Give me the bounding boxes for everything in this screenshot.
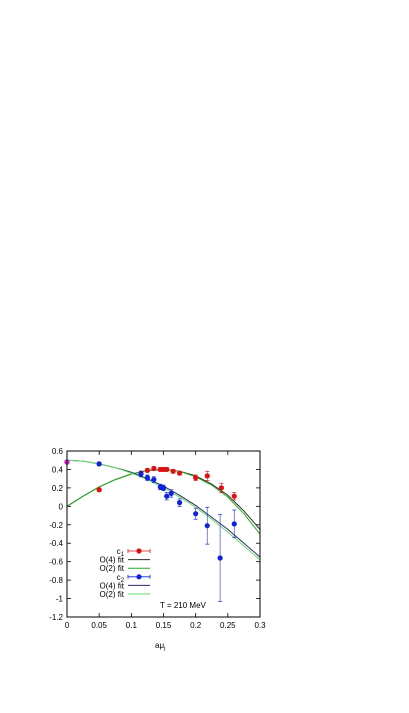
x-axis-label-sub: l [164, 647, 165, 653]
legend-label: c1 [117, 547, 125, 558]
y-tick-label: -1 [56, 595, 64, 604]
x-tick-label: 0.3 [254, 621, 266, 630]
legend-label: O(4) fit [100, 581, 125, 590]
data-point [204, 523, 210, 529]
data-point [218, 485, 224, 491]
data-point [231, 521, 237, 527]
data-point [170, 468, 176, 474]
data-point [193, 511, 199, 517]
data-point [138, 471, 144, 477]
data-point [193, 475, 199, 481]
y-tick-label: 0 [59, 502, 64, 511]
legend-label-main: O(4) fit [100, 556, 125, 565]
data-point [144, 475, 151, 481]
data-point [168, 490, 174, 497]
y-tick-label: 0.4 [52, 465, 64, 474]
data-point [144, 467, 151, 473]
legend-label-main: O(4) fit [100, 581, 125, 590]
data-point [151, 476, 157, 483]
legend-label: O(2) fit [100, 564, 125, 573]
data-point [164, 493, 170, 499]
x-axis-label: aμl [155, 641, 165, 653]
x-tick-label: 0 [65, 621, 70, 630]
x-tick-label: 0.25 [220, 621, 236, 630]
legend-label-sub: 2 [121, 578, 125, 584]
legend-label: c2 [117, 573, 125, 584]
x-tick-label: 0.15 [156, 621, 172, 630]
legend-label: O(4) fit [100, 556, 125, 565]
x-tick-label: 0.05 [91, 621, 107, 630]
x-tick-label: 0.1 [126, 621, 138, 630]
legend-label-main: O(2) fit [100, 564, 125, 573]
legend-label-main: c [117, 547, 121, 556]
legend-point-symbol [136, 574, 142, 580]
data-point [176, 500, 183, 506]
legend-label-sub: 1 [121, 552, 125, 558]
data-point [96, 487, 102, 493]
x-tick-label: 0.2 [190, 621, 202, 630]
plot-frame [66, 450, 261, 618]
data-point [217, 555, 223, 561]
data-point [231, 493, 237, 499]
legend-label-main: c [117, 573, 121, 582]
data-point [96, 461, 102, 467]
legend-point-symbol [136, 548, 142, 554]
data-point [160, 485, 167, 491]
legend-label: O(2) fit [100, 590, 125, 599]
data-point [151, 465, 157, 472]
data-point [204, 473, 210, 479]
fit-line-series-4 [67, 459, 260, 558]
y-tick-label: -0.6 [49, 558, 63, 567]
fit-line-series-5 [67, 459, 260, 561]
chart-annotation: T = 210 MeV [160, 601, 207, 610]
x-axis-label-main: aμ [155, 641, 164, 650]
data-point [164, 466, 170, 473]
axis-layer: 0 0.05 0.1 0.15 0.2 0.25 0.3 0.6 0.4 0.2 0 -0.2 -0.4… [49, 447, 266, 630]
plot-layer [64, 459, 260, 602]
y-tick-label: 0.2 [52, 484, 64, 493]
fit-line-series-1 [67, 468, 260, 530]
fit-line-series-2 [67, 468, 260, 535]
y-tick-label: -0.2 [49, 521, 63, 530]
y-tick-label: -1.2 [49, 613, 63, 622]
data-point [176, 470, 183, 476]
y-tick-label: 0.6 [52, 447, 64, 456]
y-tick-label: -0.8 [49, 576, 63, 585]
legend-label-main: O(2) fit [100, 590, 125, 599]
y-tick-label: -0.4 [49, 539, 63, 548]
